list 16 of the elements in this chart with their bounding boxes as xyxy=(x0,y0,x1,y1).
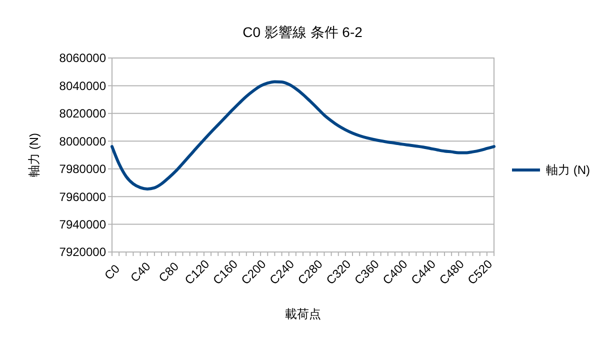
y-tick-label: 7980000 xyxy=(59,162,106,176)
y-tick-label: 8040000 xyxy=(59,78,106,93)
x-tick-label: C40 xyxy=(128,259,154,285)
y-axis-title: 軸力 (N) xyxy=(27,133,41,177)
chart-title: C0 影響線 条件 6-2 xyxy=(242,24,363,40)
line-series xyxy=(110,80,496,190)
y-tick-label: 8060000 xyxy=(59,51,106,66)
y-tick-label: 7920000 xyxy=(59,245,106,260)
y-tick-label: 8000000 xyxy=(59,134,106,148)
legend-label: 軸力 (N) xyxy=(546,163,590,178)
x-tick-label: C0 xyxy=(102,262,123,283)
x-axis-title: 載荷点 xyxy=(285,307,321,321)
x-tick-label: C80 xyxy=(156,259,182,285)
y-tick-label: 7940000 xyxy=(59,217,106,232)
y-tick-label: 8020000 xyxy=(59,106,106,121)
y-tick-label: 7960000 xyxy=(59,190,106,204)
